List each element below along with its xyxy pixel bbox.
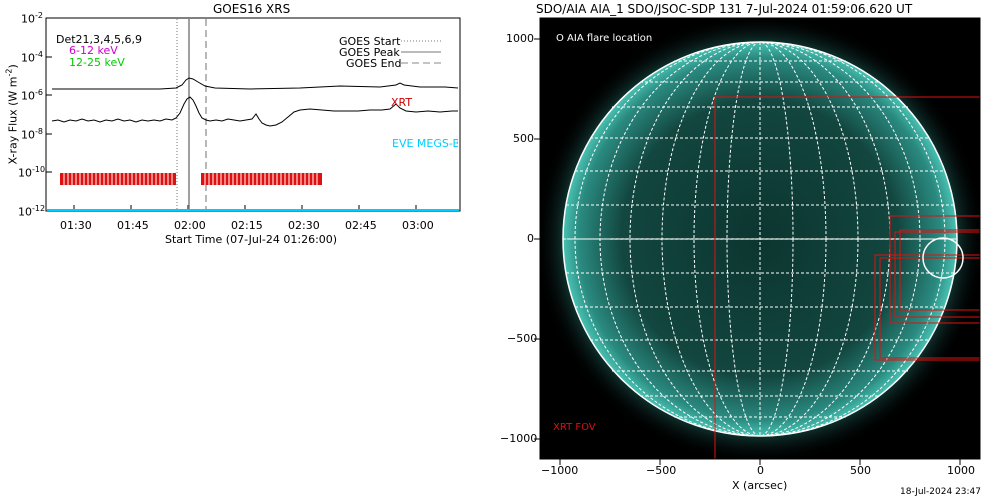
goes-ytick-1e-4: 10-4 xyxy=(21,50,43,65)
goes-ytick-1e-10: 10-10 xyxy=(18,165,46,180)
goes-ytick-1e-12: 10-12 xyxy=(18,204,46,219)
goes-xtick-0245: 02:45 xyxy=(345,219,377,232)
aia-xtick-neg1000: −1000 xyxy=(541,464,579,477)
goes-xtick-0215: 02:15 xyxy=(231,219,263,232)
legend-goes-start: GOES Start xyxy=(339,35,401,48)
goes-y-axis-label: X-ray Flux (W m-2) xyxy=(4,64,20,165)
goes-xtick-0300: 03:00 xyxy=(402,219,434,232)
goes-xtick-0230: 02:30 xyxy=(288,219,320,232)
aia-xtick-0: 0 xyxy=(757,464,764,477)
goes-xtick-0200: 02:00 xyxy=(174,219,206,232)
aia-ytick-0: 0 xyxy=(527,232,534,245)
aia-axis-ticks xyxy=(534,38,961,465)
aia-xtick-1000: 1000 xyxy=(947,464,975,477)
goes-xtick-0145: 01:45 xyxy=(117,219,149,232)
aia-plot-title: SDO/AIA AIA_1 SDO/JSOC-SDP 131 7-Jul-202… xyxy=(536,2,913,16)
goes-short-channel-line xyxy=(51,96,458,127)
aia-solar-disk-image xyxy=(540,18,980,459)
aia-xtick-neg500: −500 xyxy=(646,464,677,477)
aia-flare-location-label: O AIA flare location xyxy=(556,33,653,44)
goes-ytick-1e-8: 10-8 xyxy=(21,127,43,142)
aia-flare-location-marker xyxy=(922,237,964,279)
footer-date: 18-Jul-2024 23:47 xyxy=(900,487,982,497)
goes-plot-title: GOES16 XRS xyxy=(213,2,291,16)
xrt-curve-label: XRT xyxy=(391,96,413,109)
aia-xtick-500: 500 xyxy=(850,464,871,477)
aia-x-axis-label: X (arcsec) xyxy=(732,479,788,492)
aia-ytick-1000: 1000 xyxy=(506,32,534,45)
xrt-fov-boxes xyxy=(714,96,980,459)
goes-ytick-1e-6: 10-6 xyxy=(21,88,43,103)
goes-y-ticks xyxy=(46,17,52,212)
goes-ytick-1e-2: 10-2 xyxy=(21,11,43,26)
xrt-fov-label: XRT FOV xyxy=(553,422,596,433)
goes-x-axis-label: Start Time (07-Jul-24 01:26:00) xyxy=(165,233,338,246)
legend-high-energy: 12-25 keV xyxy=(69,56,125,69)
aia-ytick-neg1000: −1000 xyxy=(500,432,538,445)
aia-ytick-500: 500 xyxy=(513,132,534,145)
legend-goes-peak: GOES Peak xyxy=(339,46,400,59)
goes-xtick-0130: 01:30 xyxy=(60,219,92,232)
eve-megs-label: EVE MEGS-B xyxy=(392,138,458,149)
aia-ytick-neg500: −500 xyxy=(507,332,538,345)
legend-low-energy: 6-12 keV xyxy=(69,44,118,57)
goes-long-channel-line xyxy=(52,77,459,90)
legend-detectors: Det21,3,4,5,6,9 xyxy=(56,33,143,46)
xrt-observation-bars xyxy=(60,173,322,185)
legend-goes-end: GOES End xyxy=(346,57,402,70)
